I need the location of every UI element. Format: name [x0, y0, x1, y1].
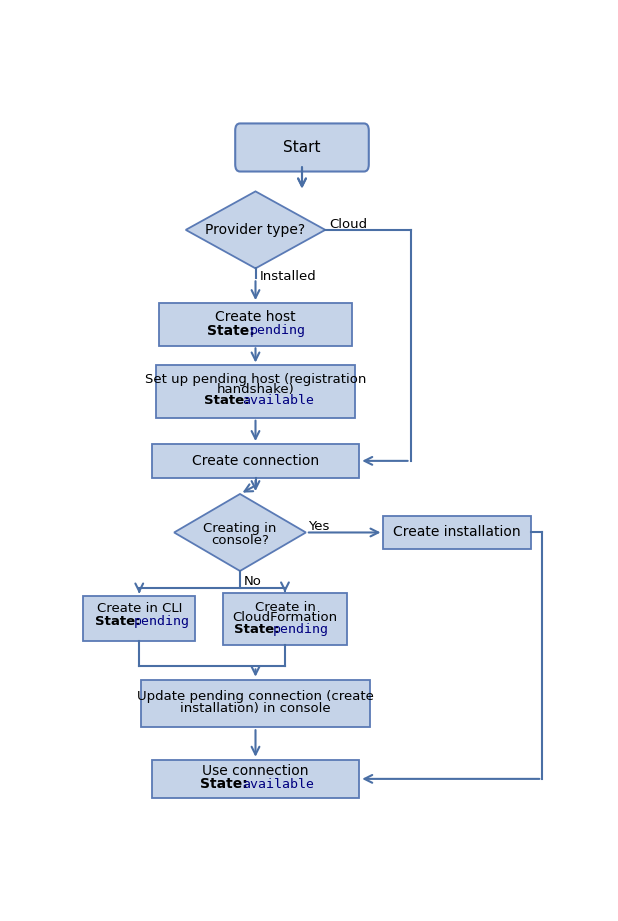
Text: Set up pending host (registration: Set up pending host (registration [145, 373, 366, 386]
FancyBboxPatch shape [156, 366, 355, 418]
Text: Provider type?: Provider type? [205, 223, 305, 237]
Text: State:: State: [203, 394, 249, 407]
Text: State:: State: [200, 777, 247, 791]
FancyBboxPatch shape [151, 760, 359, 799]
Text: available: available [242, 777, 315, 791]
Text: Create installation: Create installation [393, 526, 521, 540]
Text: Create in CLI: Create in CLI [96, 602, 182, 615]
Text: handshake): handshake) [217, 383, 294, 396]
Text: installation) in console: installation) in console [180, 702, 331, 715]
Text: Create in: Create in [255, 600, 315, 613]
Text: Start: Start [283, 140, 321, 155]
Text: Use connection: Use connection [202, 764, 309, 778]
Text: CloudFormation: CloudFormation [232, 612, 337, 624]
Polygon shape [186, 192, 325, 268]
FancyBboxPatch shape [383, 516, 531, 550]
Text: State:: State: [206, 324, 255, 338]
Text: Yes: Yes [308, 519, 329, 533]
Text: State:: State: [95, 614, 140, 627]
Text: Update pending connection (create: Update pending connection (create [137, 690, 374, 703]
Text: State:: State: [234, 623, 279, 636]
Polygon shape [174, 494, 306, 571]
Text: console?: console? [211, 533, 269, 547]
FancyBboxPatch shape [151, 444, 359, 478]
Text: No: No [244, 576, 262, 589]
Text: Create connection: Create connection [192, 454, 319, 468]
Text: Create host: Create host [215, 309, 296, 324]
FancyBboxPatch shape [83, 597, 195, 641]
Text: pending: pending [273, 623, 329, 636]
Text: Cloud: Cloud [329, 218, 367, 231]
FancyBboxPatch shape [141, 680, 370, 728]
Text: pending: pending [134, 614, 190, 627]
FancyBboxPatch shape [159, 303, 352, 345]
FancyBboxPatch shape [235, 123, 369, 171]
FancyBboxPatch shape [223, 592, 347, 645]
Text: Installed: Installed [260, 270, 316, 283]
Text: Creating in: Creating in [203, 522, 277, 535]
Text: available: available [242, 394, 315, 407]
Text: pending: pending [249, 324, 305, 337]
